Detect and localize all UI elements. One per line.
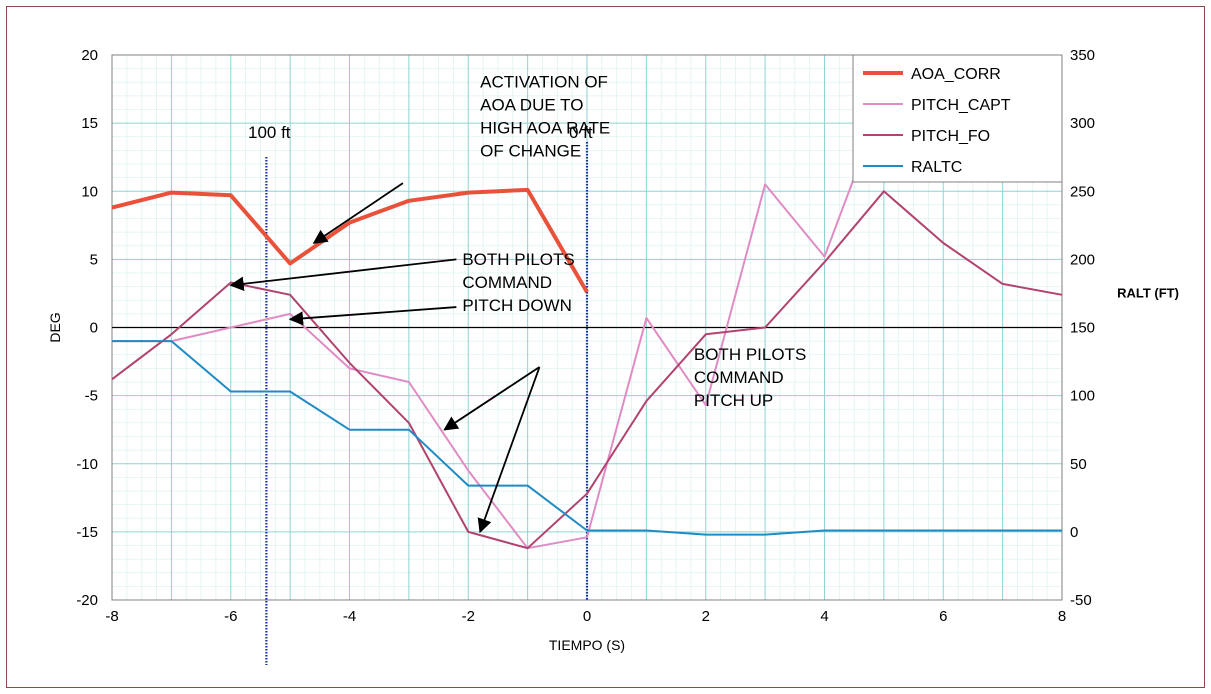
- annotation-arrow: [443, 366, 540, 431]
- y-tick-label: -10: [76, 456, 98, 473]
- y-tick-label: 5: [90, 251, 98, 268]
- annotation-arrow: [229, 258, 457, 291]
- tick-labels: -8 -6 -4 -2 0 2 4 6 8-20-15-10-505101520-5005010…: [76, 47, 1095, 625]
- legend-label: AOA_CORR: [911, 66, 1001, 83]
- y-tick-label: -15: [76, 524, 98, 541]
- series-line-pitch-fo: [111, 190, 1063, 550]
- x-tick-label: -6: [224, 608, 237, 625]
- annotation-line: HIGH AOA RATE: [480, 119, 610, 138]
- y-tick-label: -5: [85, 388, 98, 405]
- vertical-marker-label: 0 ft: [569, 123, 593, 142]
- annotation-line: PITCH UP: [694, 391, 773, 410]
- series-group: [111, 177, 1063, 550]
- series-line-raltc: [112, 340, 1062, 536]
- x-tick-label: 4: [820, 608, 828, 625]
- x-tick-label: 8: [1058, 608, 1066, 625]
- y-tick-label: 20: [81, 47, 98, 64]
- legend-box: [852, 54, 1063, 183]
- y2-tick-label: 200: [1070, 251, 1095, 268]
- annotation-line: COMMAND: [462, 273, 552, 292]
- y2-tick-label: -50: [1070, 592, 1092, 609]
- x-tick-label: -2: [462, 608, 475, 625]
- y2-tick-label: 0: [1070, 524, 1078, 541]
- vertical-marker-label: 100 ft: [248, 123, 291, 142]
- y-tick-label: 0: [90, 320, 98, 337]
- annotation-arrow: [288, 306, 457, 326]
- x-tick-label: 0: [583, 608, 591, 625]
- annotation-texts: ACTIVATION OF AOA DUE TO HIGH AOA RATE OF C…: [462, 73, 806, 411]
- x-tick-label: 6: [939, 608, 947, 625]
- y2-tick-label: 100: [1070, 388, 1095, 405]
- chart-frame: [6, 6, 1205, 688]
- y2-tick-label: 50: [1070, 456, 1087, 473]
- annotation-line: AOA DUE TO: [480, 96, 583, 115]
- annotation-line: BOTH PILOTS: [694, 345, 806, 364]
- y2-tick-label: 350: [1070, 47, 1095, 64]
- annotation-arrows: [229, 182, 541, 534]
- series-line-aoa-corr: [111, 187, 589, 294]
- annotation-line: OF CHANGE: [480, 142, 581, 161]
- y2-tick-label: 150: [1070, 320, 1095, 337]
- y-tick-label: 15: [81, 115, 98, 132]
- annotation-line: BOTH PILOTS: [462, 250, 574, 269]
- series-line-pitch-capt: [112, 177, 856, 550]
- legend: AOA_CORR PITCH_CAPT PITCH_FO RALTC: [852, 54, 1063, 183]
- legend-label: PITCH_CAPT: [911, 97, 1011, 114]
- x-axis-label: TIEMPO (S): [549, 637, 625, 653]
- annotation-line: COMMAND: [694, 368, 784, 387]
- annotation-line: ACTIVATION OF: [480, 73, 608, 92]
- x-tick-label: 2: [702, 608, 710, 625]
- annotation-line: PITCH DOWN: [462, 296, 572, 315]
- vertical-markers: 100 ft 0 ft: [248, 123, 593, 665]
- y-tick-label: -20: [76, 592, 98, 609]
- annotation-arrow: [477, 366, 541, 534]
- legend-label: PITCH_FO: [911, 128, 990, 145]
- x-tick-label: -8: [105, 608, 118, 625]
- y-axis-label: DEG: [47, 312, 63, 342]
- annotation-arrow: [312, 182, 404, 244]
- legend-label: RALTC: [911, 159, 962, 176]
- y2-tick-label: 250: [1070, 183, 1095, 200]
- y-tick-label: 10: [81, 183, 98, 200]
- y2-tick-label: 300: [1070, 115, 1095, 132]
- x-tick-label: -4: [343, 608, 356, 625]
- y2-axis-label: RALT (FT): [1117, 286, 1179, 301]
